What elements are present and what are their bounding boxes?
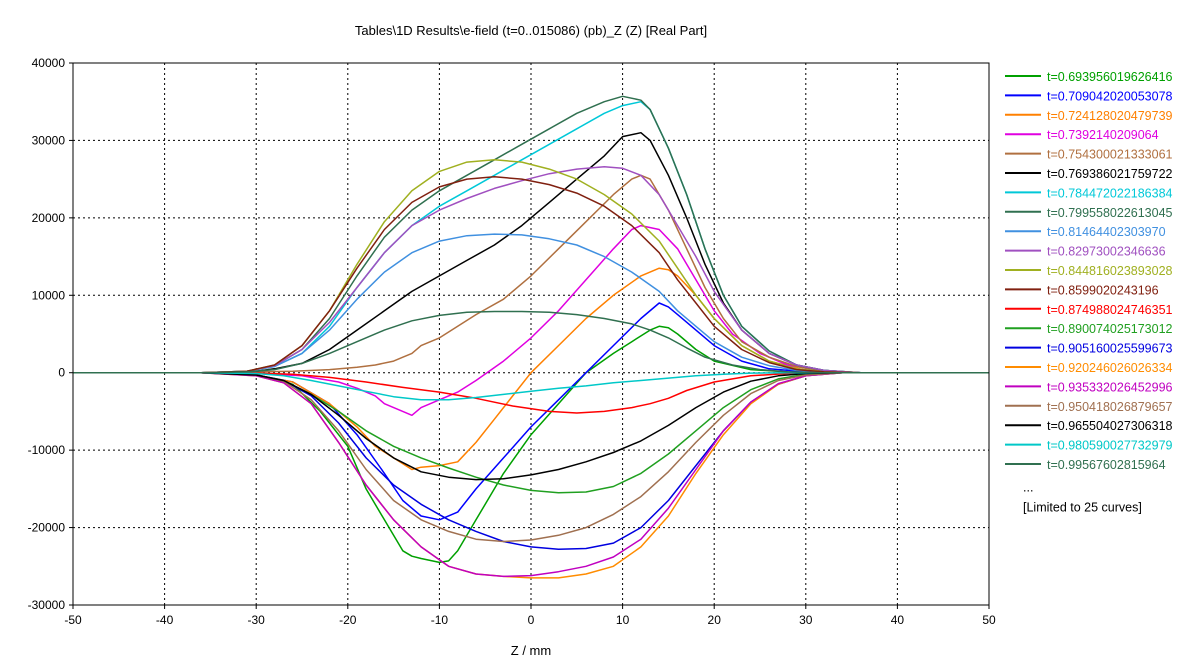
y-tick-label: 10000: [32, 288, 66, 302]
legend-label: t=0.874988024746351: [1047, 303, 1173, 317]
y-tick-label: -30000: [28, 598, 66, 612]
series-layer: [73, 95, 989, 579]
legend-label: t=0.99567602815964: [1047, 458, 1166, 472]
x-axis-label: Z / mm: [511, 643, 551, 658]
series-line-10: [73, 166, 989, 374]
series-line-11: [73, 159, 989, 374]
legend-label: t=0.754300021333061: [1047, 148, 1173, 162]
x-tick-label: 10: [616, 613, 630, 627]
chart-title: Tables\1D Results\e-field (t=0..015086) …: [355, 23, 707, 38]
legend-limit-note: [Limited to 25 curves]: [1023, 500, 1142, 514]
series-line-5: [73, 174, 989, 374]
x-tick-label: 30: [799, 613, 813, 627]
legend-label: t=0.7392140209064: [1047, 128, 1159, 142]
y-tick-label: 30000: [32, 133, 66, 147]
legend-label: t=0.935332026452996: [1047, 380, 1173, 394]
legend-label: t=0.709042020053078: [1047, 89, 1173, 103]
y-tick-label: -20000: [28, 521, 66, 535]
y-tick-label: 20000: [32, 211, 66, 225]
y-tick-label: 40000: [32, 56, 66, 70]
x-tick-label: 50: [982, 613, 996, 627]
series-line-12: [73, 176, 989, 374]
legend-label: t=0.950418026879657: [1047, 400, 1173, 414]
series-line-9: [73, 233, 989, 374]
legend-label: t=0.769386021759722: [1047, 167, 1173, 181]
x-tick-label: 40: [891, 613, 905, 627]
legend-label: t=0.890074025173012: [1047, 322, 1173, 336]
series-line-2: [73, 302, 989, 521]
series-line-19: [73, 371, 989, 481]
series-line-18: [73, 371, 989, 543]
legend-label: t=0.724128020479739: [1047, 109, 1173, 123]
legend-label: t=0.799558022613045: [1047, 206, 1173, 220]
legend-label: t=0.920246026026334: [1047, 361, 1173, 375]
legend-label: t=0.980590027732979: [1047, 439, 1173, 453]
series-line-1: [73, 325, 989, 564]
legend-label: t=0.844816023893028: [1047, 264, 1173, 278]
legend-label: t=0.693956019626416: [1047, 70, 1173, 84]
legend: t=0.693956019626416 t=0.709042020053078 t=…: [1005, 70, 1173, 514]
legend-label: t=0.905160025599673: [1047, 342, 1173, 356]
x-tick-label: -10: [431, 613, 449, 627]
legend-label: t=0.81464402303970: [1047, 225, 1166, 239]
series-line-8: [73, 95, 989, 374]
y-axis-ticks: 40000 30000 20000 10000 0 -10000 -20000 -30000: [28, 56, 73, 612]
y-tick-label: 0: [58, 366, 65, 380]
x-tick-label: 0: [528, 613, 535, 627]
x-tick-label: -30: [248, 613, 266, 627]
series-line-7: [73, 100, 989, 374]
legend-label: t=0.784472022186384: [1047, 186, 1173, 200]
x-tick-label: -50: [64, 613, 82, 627]
grid: [73, 63, 989, 605]
legend-ellipsis: ...: [1023, 480, 1033, 494]
series-line-17: [73, 371, 989, 578]
x-tick-label: -40: [156, 613, 174, 627]
series-line-21: [73, 310, 989, 374]
series-line-13: [73, 371, 989, 414]
legend-label: t=0.965504027306318: [1047, 419, 1173, 433]
series-line-20: [73, 371, 989, 401]
legend-label: t=0.82973002346636: [1047, 245, 1166, 259]
x-tick-label: 20: [708, 613, 722, 627]
legend-label: t=0.8599020243196: [1047, 283, 1159, 297]
x-axis-ticks: -50 -40 -30 -20 -10 0 10 20 30 40 50: [64, 605, 996, 627]
x-tick-label: -20: [339, 613, 357, 627]
y-tick-label: -10000: [28, 443, 66, 457]
